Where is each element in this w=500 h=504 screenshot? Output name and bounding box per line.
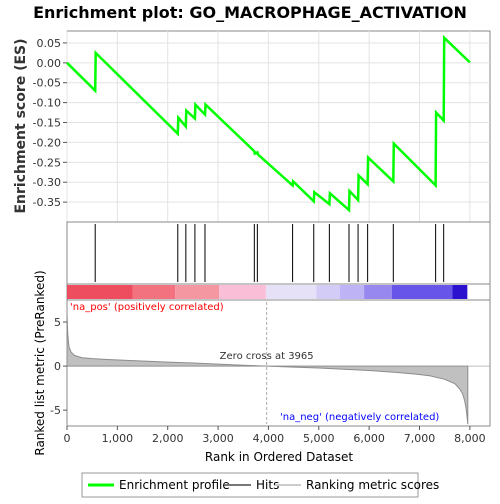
color-bar-segment-3 [219, 285, 266, 299]
hits-marks [94, 224, 445, 282]
legend: Enrichment profile Hits Ranking metric sco… [88, 478, 439, 492]
color-bar-segment-6 [339, 285, 365, 299]
es-y-axis-label: Enrichment score (ES) [13, 38, 29, 213]
color-bar-segment-4 [265, 285, 317, 299]
es-y-tick-label-5: -0.20 [33, 136, 61, 149]
x-tick-label-3: 3,000 [202, 432, 234, 445]
x-tick-label-4: 4,000 [253, 432, 285, 445]
legend-label-0: Enrichment profile [119, 478, 230, 492]
color-bar-segment-5 [316, 285, 340, 299]
es-y-tick-label-2: -0.05 [33, 77, 61, 90]
x-tick-label-5: 5,000 [303, 432, 335, 445]
es-y-tick-label-3: -0.10 [33, 97, 61, 110]
ranked-y-axis-label: Ranked list metric (PreRanked) [33, 270, 47, 455]
hits-panel-frame [66, 221, 491, 285]
ranked-y-tick-label-0: 5 [54, 316, 61, 329]
es-y-tick-label-1: 0.00 [37, 57, 62, 70]
legend-label-1: Hits [256, 478, 279, 492]
color-bar-segment-9 [452, 285, 468, 299]
color-bar-segment-7 [364, 285, 392, 299]
ranked-y-ticks: 5 0 -5 [50, 316, 67, 417]
es-panel-frame [66, 30, 491, 223]
x-axis-label: Rank in Ordered Dataset [205, 450, 353, 464]
x-tick-label-6: 6,000 [353, 432, 385, 445]
ranked-y-tick-label-2: -5 [50, 404, 61, 417]
es-y-tick-label-6: -0.25 [33, 156, 61, 169]
x-tick-label-8: 8,000 [454, 432, 486, 445]
color-bar-segment-2 [175, 285, 220, 299]
es-y-tick-label-8: -0.35 [33, 196, 61, 209]
enrichment-profile-line [66, 34, 471, 213]
ranking-metric-area [66, 313, 469, 425]
negative-correlation-label: 'na_neg' (negatively correlated) [280, 412, 439, 423]
zero-cross-label: Zero cross at 3965 [220, 351, 314, 362]
color-bar-segment-0 [67, 285, 133, 299]
x-tick-label-7: 7,000 [404, 432, 436, 445]
chart-title: Enrichment plot: GO_MACROPHAGE_ACTIVATIO… [33, 3, 467, 22]
positive-correlation-label: 'na_pos' (positively correlated) [70, 302, 224, 313]
color-bar-segment-1 [132, 285, 176, 299]
color-bar-segment-8 [391, 285, 453, 299]
x-tick-label-2: 2,000 [152, 432, 184, 445]
es-grid [66, 31, 490, 222]
ranking-color-bar [67, 285, 468, 299]
es-y-tick-label-7: -0.30 [33, 176, 61, 189]
x-axis-ticks: 0 1,000 2,000 3,000 4,000 5,000 6,000 7,000 8,00… [64, 426, 486, 445]
x-tick-label-0: 0 [64, 432, 71, 445]
es-y-tick-label-4: -0.15 [33, 117, 61, 130]
ranked-y-tick-label-1: 0 [54, 360, 61, 373]
x-tick-label-1: 1,000 [102, 432, 134, 445]
legend-label-2: Ranking metric scores [306, 478, 439, 492]
es-y-ticks: 0.05 0.00 -0.05 -0.10 -0.15 -0.20 -0.25 -0.30 -0… [33, 37, 67, 209]
es-y-tick-label-0: 0.05 [37, 37, 62, 50]
